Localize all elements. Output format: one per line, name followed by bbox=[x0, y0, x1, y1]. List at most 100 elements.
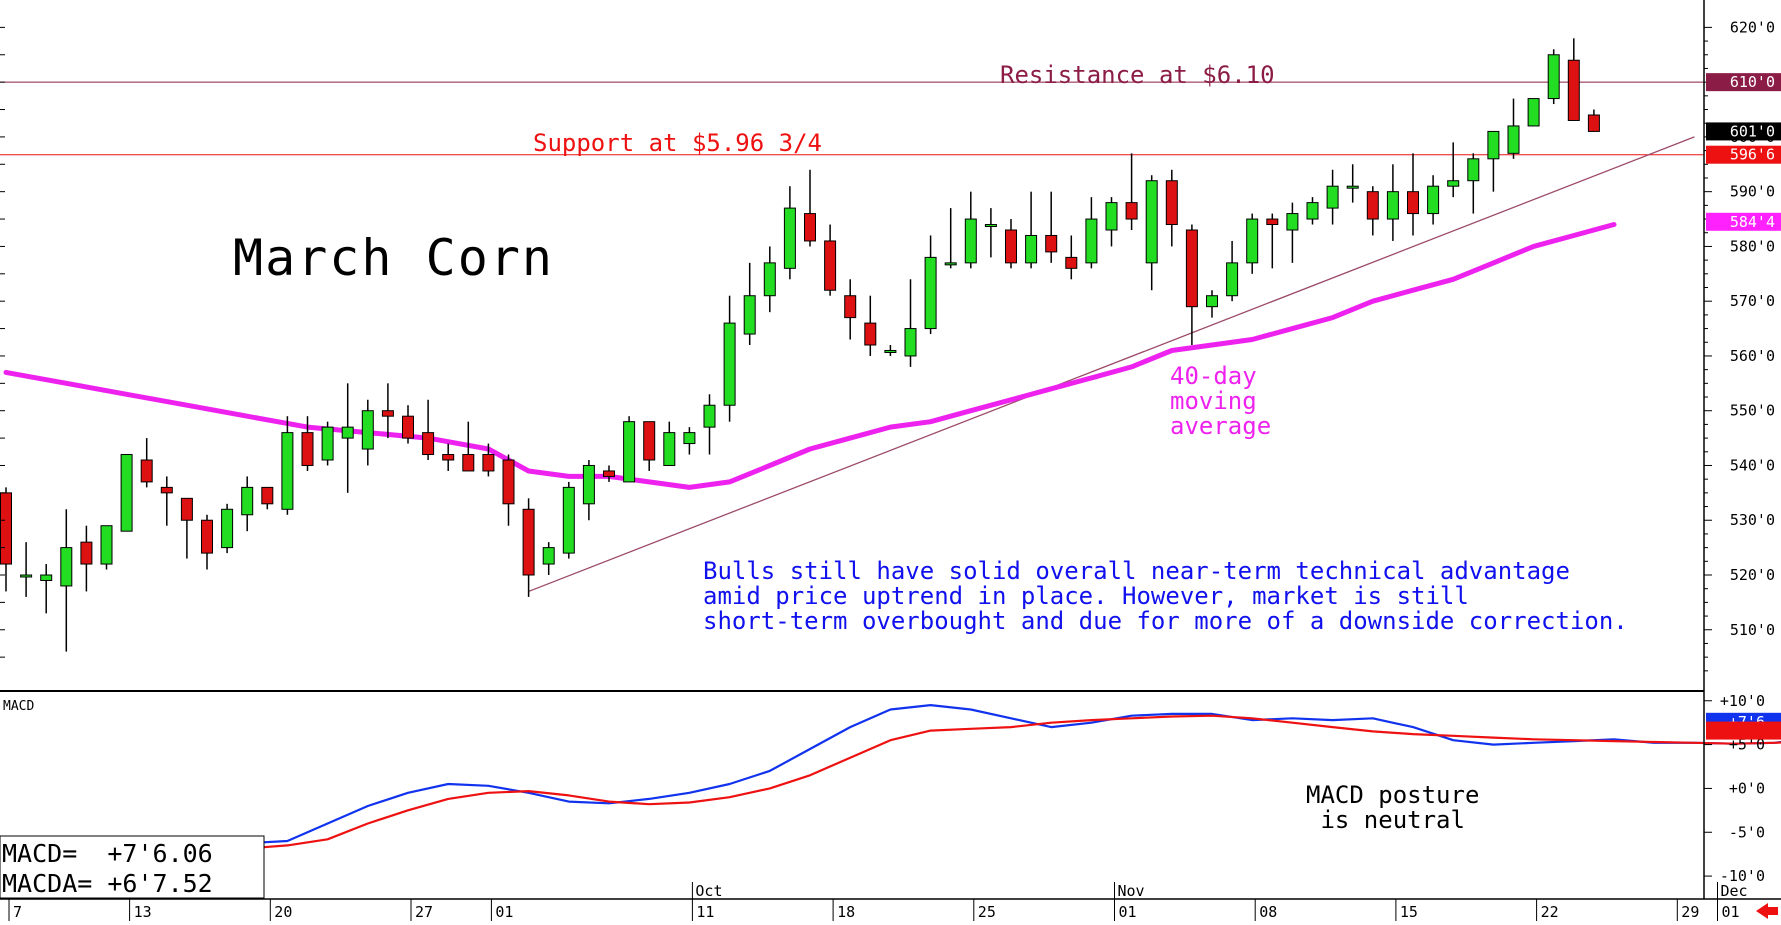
candle-body bbox=[723, 322, 736, 406]
annotation-line-2: amid price uptrend in place. However, ma… bbox=[703, 582, 1469, 610]
candle-body bbox=[462, 454, 475, 472]
candle bbox=[1226, 240, 1239, 302]
ma-label: 40-day moving average bbox=[1170, 362, 1271, 440]
candle bbox=[1145, 175, 1158, 291]
candle-body bbox=[1427, 185, 1440, 215]
candle-body bbox=[20, 574, 33, 578]
candle bbox=[201, 514, 213, 570]
time-tick-label: 01 bbox=[495, 903, 513, 921]
candle-body bbox=[1447, 180, 1460, 187]
resistance-label: Resistance at $6.10 bbox=[1000, 61, 1275, 89]
candle-body bbox=[824, 240, 837, 291]
candle-body bbox=[381, 410, 394, 417]
candle bbox=[502, 454, 515, 526]
candle bbox=[522, 498, 535, 597]
time-tick-label: 15 bbox=[1400, 903, 1418, 921]
candle-body bbox=[884, 349, 897, 353]
candle bbox=[120, 454, 133, 532]
trendline bbox=[528, 136, 1695, 593]
candle-body bbox=[1226, 262, 1239, 297]
candle-body bbox=[1185, 229, 1198, 308]
macd-tick-label: +0'0 bbox=[1729, 779, 1765, 797]
macd-panel-title: MACD bbox=[3, 699, 34, 714]
candle-body bbox=[402, 415, 414, 439]
candle-body bbox=[281, 432, 294, 510]
candle bbox=[562, 481, 575, 559]
candle bbox=[804, 169, 816, 247]
macd-note-line-1: MACD posture bbox=[1306, 781, 1479, 809]
macd-tick-label: -5'0 bbox=[1729, 823, 1765, 841]
candle bbox=[884, 345, 897, 356]
candle-body bbox=[743, 295, 756, 335]
candle bbox=[462, 421, 475, 472]
candle-body bbox=[221, 508, 234, 549]
price-tag-label: 596'6 bbox=[1730, 146, 1775, 164]
time-tick-label: 29 bbox=[1681, 903, 1699, 921]
candle-body bbox=[1165, 180, 1178, 226]
candle-body bbox=[944, 262, 957, 266]
price-tick-label: 520'0 bbox=[1730, 566, 1775, 584]
price-tick-label: 570'0 bbox=[1730, 292, 1775, 310]
candle bbox=[1346, 164, 1359, 203]
time-tick-label: 20 bbox=[274, 903, 292, 921]
candle bbox=[1206, 290, 1218, 318]
candle-body bbox=[1587, 114, 1600, 132]
price-panel bbox=[0, 38, 1704, 652]
candle bbox=[763, 246, 776, 313]
candle bbox=[0, 487, 12, 592]
month-label: Nov bbox=[1118, 882, 1145, 900]
macd-readout-box bbox=[0, 835, 265, 899]
time-tick-label: 27 bbox=[415, 903, 433, 921]
candle-body bbox=[1567, 59, 1580, 121]
price-tick-label: 560'0 bbox=[1730, 347, 1775, 365]
candle-body bbox=[1145, 180, 1158, 264]
candle-body bbox=[422, 432, 435, 456]
candle bbox=[1306, 197, 1319, 225]
candle-body bbox=[80, 541, 93, 565]
candle-body bbox=[1407, 191, 1419, 215]
candle bbox=[140, 438, 153, 488]
candle-body bbox=[1386, 191, 1399, 220]
candle-body bbox=[40, 574, 53, 581]
candle-body bbox=[1507, 125, 1520, 154]
candle-body bbox=[844, 295, 857, 319]
candle bbox=[1467, 153, 1480, 214]
time-tick-label: 11 bbox=[696, 903, 714, 921]
candle bbox=[422, 399, 435, 460]
candle-body bbox=[1045, 234, 1058, 253]
time-tick-label: 01 bbox=[1722, 903, 1740, 921]
candle-body bbox=[100, 525, 113, 565]
candle bbox=[180, 497, 193, 559]
candle-body bbox=[1286, 213, 1299, 231]
candle-body bbox=[261, 486, 274, 505]
candle bbox=[442, 443, 455, 471]
candle bbox=[1105, 197, 1118, 247]
candle-body bbox=[301, 432, 314, 466]
candle bbox=[20, 542, 33, 597]
candle bbox=[944, 208, 957, 269]
candle bbox=[1286, 202, 1299, 263]
candle bbox=[1527, 98, 1540, 127]
price-tick-label: 510'0 bbox=[1730, 621, 1775, 639]
candle bbox=[1447, 142, 1460, 198]
annotation-line-1: Bulls still have solid overall near-term… bbox=[703, 557, 1570, 585]
candle-body bbox=[783, 207, 796, 269]
macd-readout-line-1: MACD= +7'6.06 bbox=[2, 839, 213, 868]
candle bbox=[1427, 175, 1440, 225]
candle bbox=[1266, 213, 1279, 269]
candle bbox=[864, 295, 877, 356]
candle bbox=[100, 525, 113, 570]
candle-body bbox=[542, 547, 555, 565]
candle bbox=[824, 224, 837, 296]
macd-tag-bg bbox=[1706, 721, 1781, 740]
candle-body bbox=[703, 404, 716, 428]
macd-series-macda bbox=[5, 714, 1781, 856]
time-tick-label: 18 bbox=[837, 903, 855, 921]
candle bbox=[723, 295, 736, 422]
candle bbox=[844, 279, 857, 340]
candle-body bbox=[1005, 229, 1017, 264]
scroll-arrow-icon[interactable] bbox=[1756, 903, 1778, 919]
candle-body bbox=[1105, 202, 1118, 231]
macd-tick-label: +10'0 bbox=[1720, 692, 1765, 710]
